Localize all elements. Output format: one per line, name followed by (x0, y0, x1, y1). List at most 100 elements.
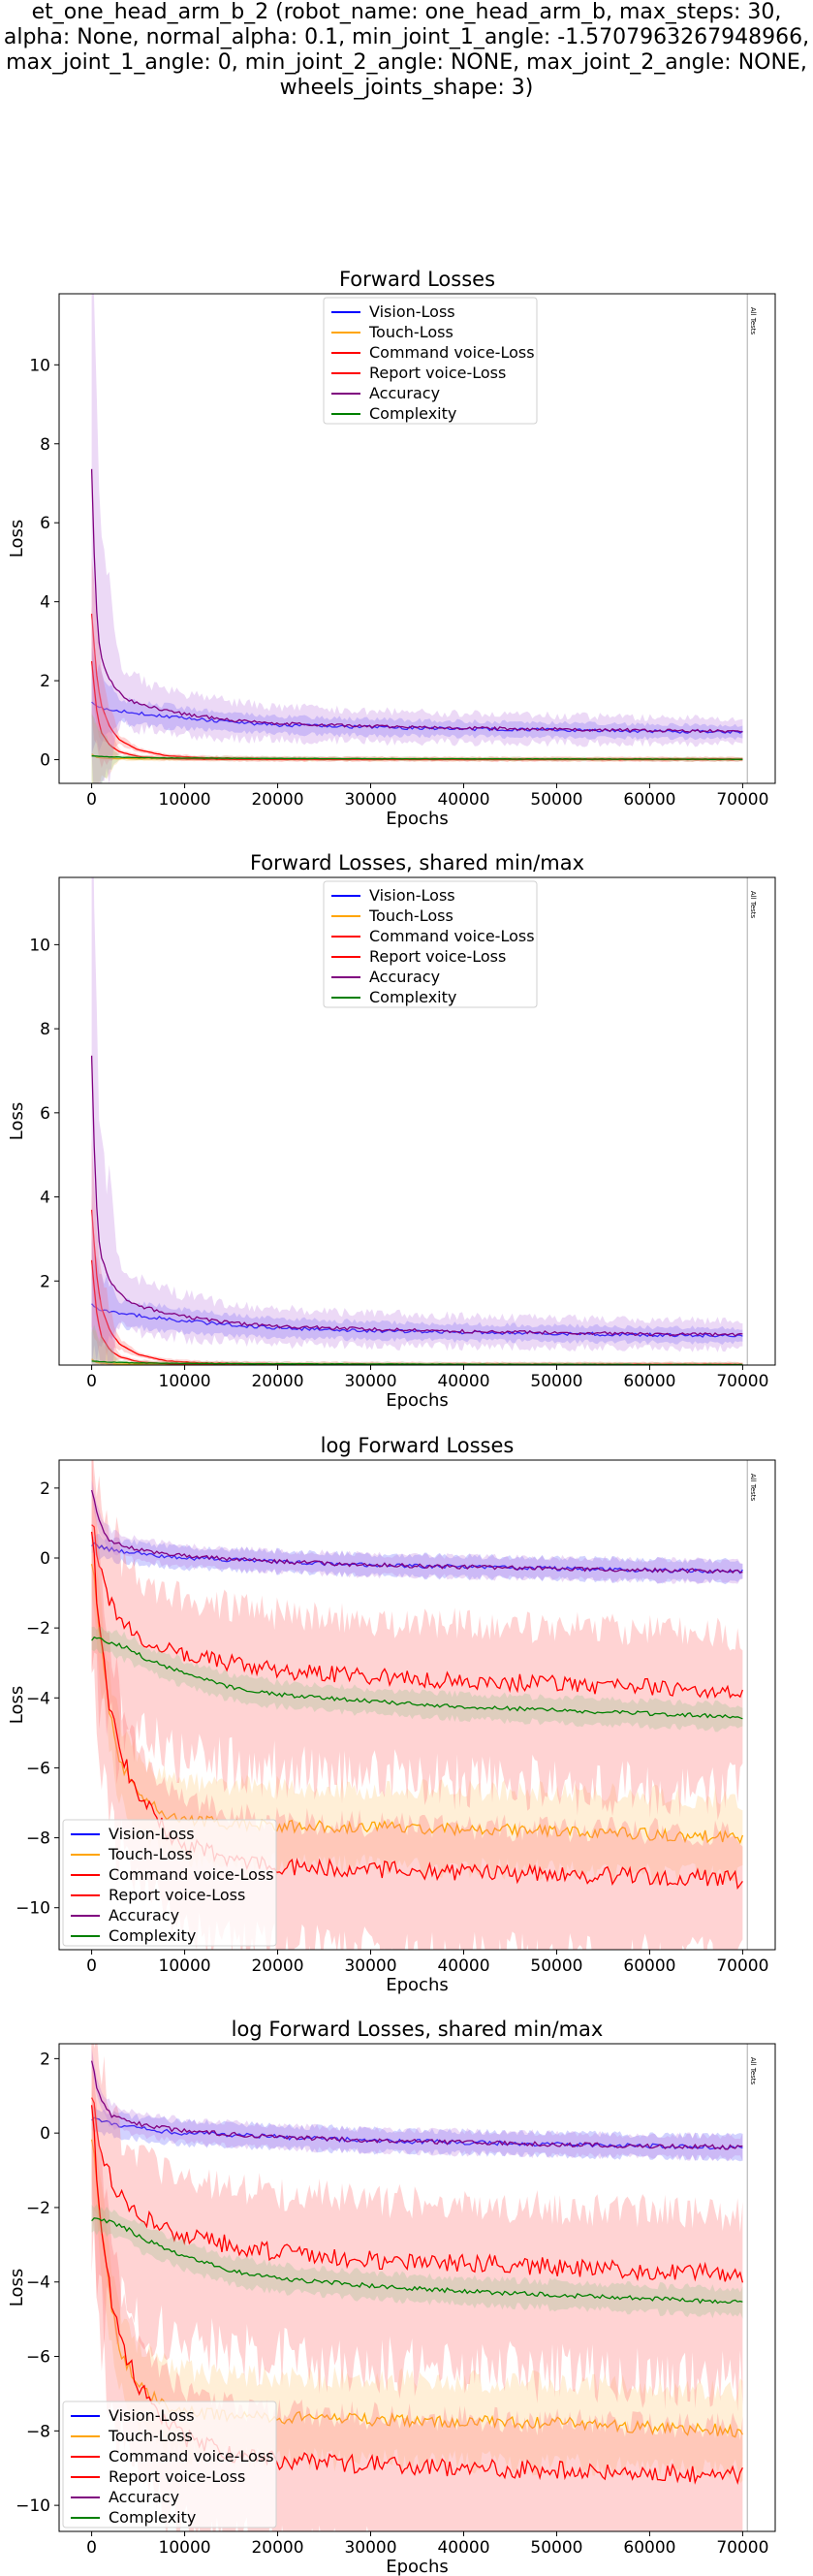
y-tick-label: −10 (16, 2496, 50, 2516)
x-tick-label: 50000 (530, 790, 582, 810)
x-tick-label: 50000 (530, 1956, 582, 1976)
band-6 (91, 1626, 743, 1733)
x-axis-label: Epochs (386, 1975, 449, 1995)
x-axis-label: Epochs (386, 2557, 449, 2576)
band-3 (91, 2044, 743, 2412)
y-tick-label: −2 (26, 2199, 50, 2218)
chart-panel-4: All Tests log Forward Losses, shared min/… (7, 2018, 776, 2576)
legend-box (62, 2401, 277, 2528)
suptitle-line-2: alpha: None, normal_alpha: 0.1, min_join… (3, 25, 810, 49)
series-line-3 (91, 1524, 744, 1700)
legend-label-3: Command voice-Loss (369, 343, 535, 362)
legend-box (323, 880, 538, 1008)
band-5 (91, 2048, 743, 2162)
chart-panel-2: All Tests Forward Losses, shared min/max 0… (7, 851, 776, 1411)
x-tick-label: 50000 (530, 2538, 582, 2558)
x-tick-label: 50000 (530, 1372, 582, 1391)
x-tick-label: 10000 (159, 790, 211, 810)
legend-label-3: Command voice-Loss (369, 927, 535, 945)
series-line-6 (91, 1636, 743, 1720)
legend-label-2: Touch-Loss (108, 2427, 193, 2445)
legend-label-6: Complexity (369, 988, 456, 1006)
band-4 (91, 606, 743, 769)
legend-label-5: Accuracy (369, 968, 440, 986)
x-tick-label: 70000 (716, 1956, 768, 1976)
suptitle-line-1: et_one_head_arm_b_2 (robot_name: one_hea… (31, 0, 782, 24)
legend-label-5: Accuracy (109, 1906, 179, 1924)
band-2 (91, 2086, 743, 2484)
chart-panel-3: All Tests log Forward Losses 0 10000 20000 30… (7, 1434, 776, 1995)
x-tick-label: 40000 (437, 1372, 489, 1391)
y-tick-label: 0 (40, 1549, 50, 1569)
legend: Vision-Loss Touch-Loss Command voice-Loss R… (62, 1819, 277, 1947)
legend-label-1: Vision-Loss (109, 2406, 195, 2425)
x-tick-label: 60000 (623, 1372, 675, 1391)
chart-title: log Forward Losses, shared min/max (232, 2018, 604, 2041)
legend-label-2: Touch-Loss (108, 1845, 193, 1863)
series-line-6 (91, 2217, 743, 2305)
band-1 (91, 1533, 743, 1585)
legend-label-2: Touch-Loss (368, 323, 453, 341)
x-tick-label: 0 (86, 2538, 97, 2558)
band-5 (91, 294, 743, 783)
y-axis-label: Loss (7, 1102, 27, 1140)
legend-label-4: Report voice-Loss (109, 2467, 245, 2486)
series-line-6 (91, 755, 743, 760)
legend-label-6: Complexity (109, 2508, 196, 2527)
legend-label-4: Report voice-Loss (109, 1886, 245, 1904)
legend-label-5: Accuracy (109, 2488, 179, 2506)
y-tick-label: 2 (40, 672, 50, 691)
x-tick-label: 10000 (159, 2538, 211, 2558)
plot-frame (58, 876, 776, 1366)
chart-title: log Forward Losses (321, 1434, 515, 1457)
all-tests-annotation: All Tests (749, 1474, 757, 1502)
plot-area (90, 294, 743, 783)
chart-title: Forward Losses, shared min/max (250, 851, 584, 875)
legend-box (323, 297, 538, 425)
x-axis-label: Epochs (386, 1390, 449, 1411)
legend-label-1: Vision-Loss (109, 1825, 195, 1843)
x-tick-label: 60000 (623, 790, 675, 810)
legend-label-4: Report voice-Loss (369, 364, 506, 382)
x-tick-label: 30000 (344, 1372, 396, 1391)
x-tick-label: 30000 (344, 1956, 396, 1976)
x-tick-label: 30000 (344, 790, 396, 810)
y-tick-label: 2 (40, 1479, 50, 1499)
x-tick-label: 60000 (623, 1956, 675, 1976)
band-5 (91, 877, 743, 1365)
y-tick-label: 0 (40, 2124, 50, 2144)
x-tick-label: 70000 (716, 790, 768, 810)
all-tests-annotation: All Tests (749, 891, 757, 919)
series-line-5 (90, 468, 743, 734)
plot-frame (58, 293, 776, 784)
legend: Vision-Loss Touch-Loss Command voice-Loss R… (323, 297, 538, 425)
y-tick-label: −4 (26, 2274, 50, 2293)
y-tick-label: −8 (26, 1829, 50, 1849)
series-line-2 (90, 1564, 744, 1845)
legend-label-4: Report voice-Loss (369, 947, 506, 966)
x-tick-label: 20000 (251, 2538, 303, 2558)
legend-label-2: Touch-Loss (368, 906, 453, 925)
y-tick-label: 2 (40, 1272, 50, 1291)
y-axis-label: Loss (7, 520, 27, 557)
legend-label-1: Vision-Loss (369, 302, 455, 321)
chart-title: Forward Losses (339, 268, 495, 291)
legend-label-1: Vision-Loss (369, 886, 455, 905)
x-tick-label: 0 (86, 1372, 97, 1391)
y-tick-label: −4 (26, 1689, 50, 1708)
x-tick-label: 20000 (251, 1956, 303, 1976)
y-tick-label: −8 (26, 2422, 50, 2441)
series-line-5 (90, 1489, 743, 1574)
x-tick-label: 0 (86, 1956, 97, 1976)
x-tick-label: 10000 (159, 1372, 211, 1391)
y-tick-label: −2 (26, 1619, 50, 1638)
y-tick-label: 10 (29, 356, 50, 375)
x-tick-label: 70000 (716, 2538, 768, 2558)
y-tick-label: 4 (40, 1189, 50, 1208)
legend-label-3: Command voice-Loss (109, 1865, 274, 1884)
x-tick-label: 10000 (159, 1956, 211, 1976)
band-1 (91, 2105, 743, 2162)
x-tick-label: 70000 (716, 1372, 768, 1391)
